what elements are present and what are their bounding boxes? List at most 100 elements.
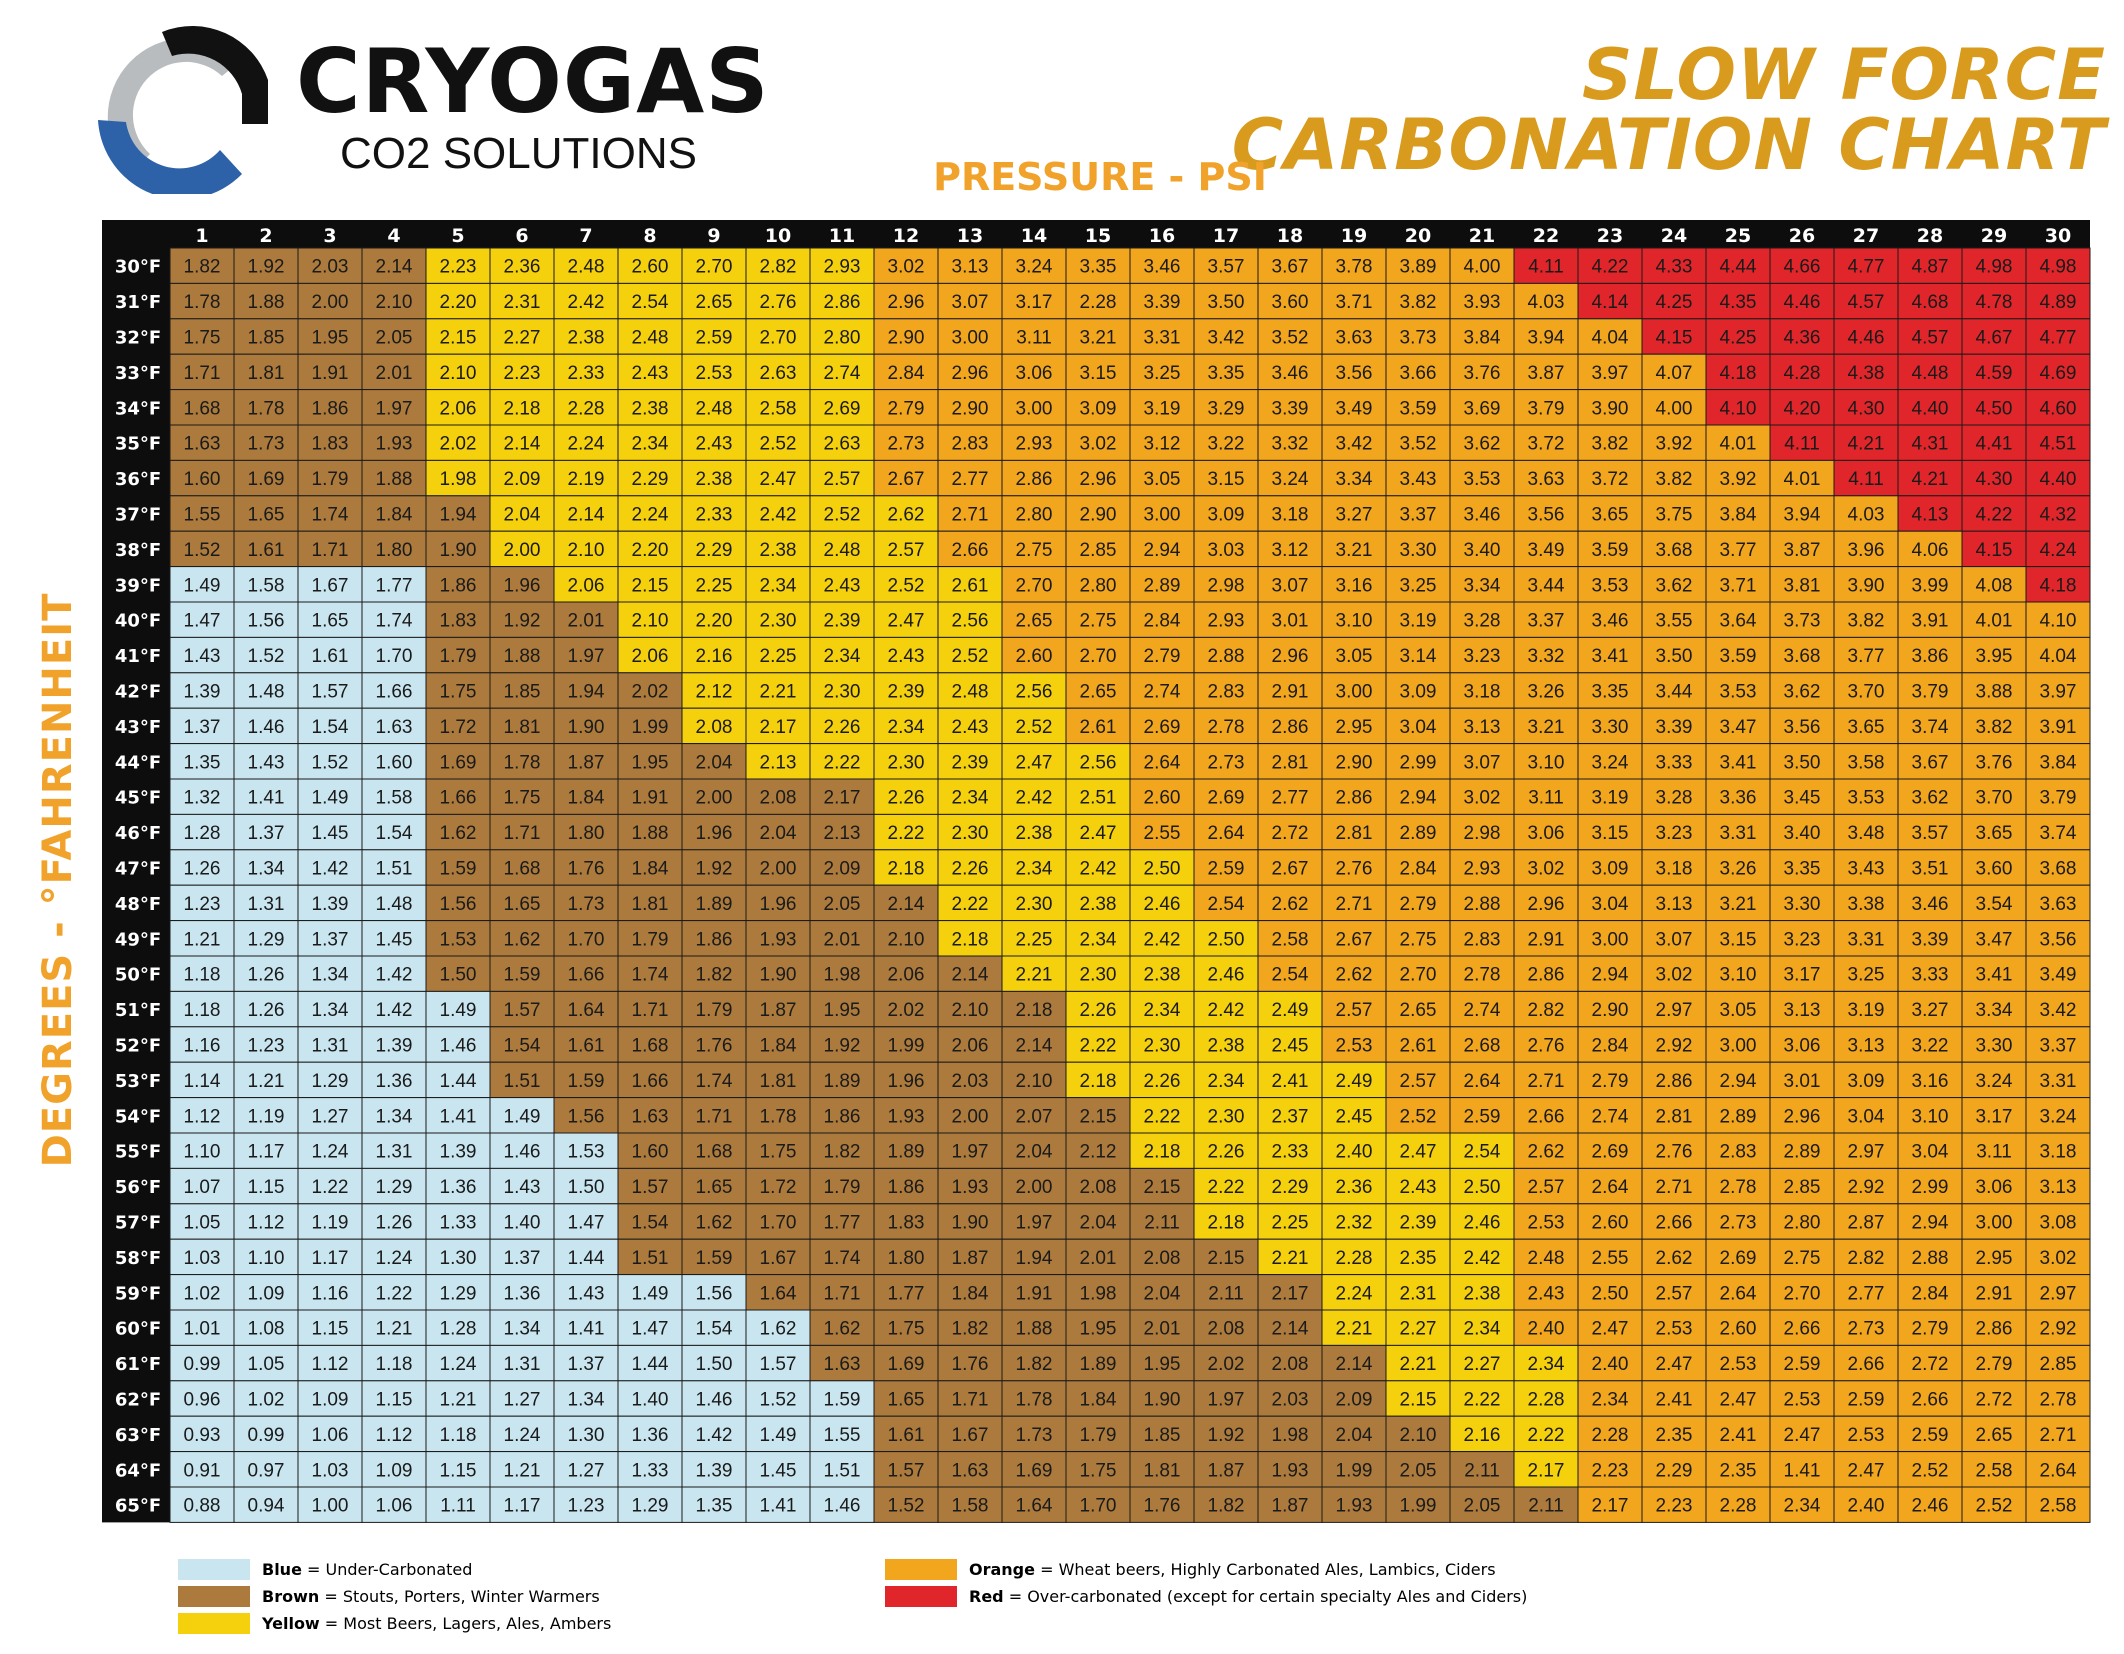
cell-value: 3.40 <box>1464 540 1501 561</box>
cell-value: 1.58 <box>376 788 413 809</box>
cell-value: 2.90 <box>1080 505 1117 526</box>
table-cell <box>361 247 427 284</box>
cell-value: 1.26 <box>248 1000 285 1021</box>
temp-label-34F: 34°F <box>115 398 161 419</box>
cell-value: 2.40 <box>1592 1354 1629 1375</box>
cell-value: 1.98 <box>824 965 861 986</box>
cell-value: 3.10 <box>1336 611 1373 632</box>
table-cell <box>745 566 811 603</box>
cell-value: 2.18 <box>888 859 925 880</box>
cell-value: 3.13 <box>1848 1036 1885 1057</box>
table-cell <box>1193 459 1259 497</box>
cell-value: 1.71 <box>312 540 349 561</box>
cell-value: 2.60 <box>632 257 669 278</box>
cell-value: 1.46 <box>824 1496 861 1517</box>
cell-value: 3.18 <box>1656 859 1693 880</box>
cell-value: 4.59 <box>1976 363 2013 384</box>
cell-value: 2.28 <box>1720 1496 1757 1517</box>
cell-value: 1.49 <box>632 1283 669 1304</box>
cell-value: 2.34 <box>824 646 861 667</box>
cell-value: 2.79 <box>1592 1071 1629 1092</box>
cell-value: 1.82 <box>952 1319 989 1340</box>
cell-value: 4.01 <box>1784 469 1821 490</box>
cell-value: 1.60 <box>184 469 221 490</box>
cell-value: 1.65 <box>696 1177 733 1198</box>
cell-value: 3.84 <box>2040 752 2077 773</box>
cell-value: 1.10 <box>184 1142 221 1163</box>
legend-desc-orange: = Wheat beers, Highly Carbonated Ales, L… <box>1034 1560 1496 1579</box>
cell-value: 1.70 <box>1080 1496 1117 1517</box>
cell-value: 1.52 <box>888 1496 925 1517</box>
cell-value: 3.84 <box>1720 505 1757 526</box>
cell-value: 2.42 <box>1464 1248 1501 1269</box>
cell-value: 3.04 <box>1848 1106 1885 1127</box>
cell-value: 4.77 <box>2040 328 2077 349</box>
table-cell <box>745 389 811 426</box>
cell-value: 2.04 <box>1080 1213 1117 1234</box>
table-cell <box>169 495 235 532</box>
cell-value: 2.05 <box>824 894 861 915</box>
cell-value: 2.43 <box>888 646 925 667</box>
cell-value: 2.39 <box>1400 1213 1437 1234</box>
cell-value: 2.70 <box>1400 965 1437 986</box>
table-cell <box>1193 530 1259 568</box>
cell-value: 1.69 <box>1016 1460 1053 1481</box>
cell-value: 3.72 <box>1592 469 1629 490</box>
table-cell <box>1641 389 1707 426</box>
cell-value: 1.78 <box>248 398 285 419</box>
cell-value: 2.38 <box>1208 1036 1245 1057</box>
cell-value: 1.34 <box>248 859 285 880</box>
cell-value: 3.02 <box>1080 434 1117 455</box>
logo-black-arc <box>162 26 268 125</box>
cell-value: 3.77 <box>1720 540 1757 561</box>
table-cell <box>1449 636 1515 674</box>
psi-header-29: 29 <box>1981 225 2007 247</box>
table-cell <box>681 424 747 461</box>
cell-value: 2.86 <box>1272 717 1309 738</box>
cell-value: 1.24 <box>376 1248 413 1269</box>
cell-value: 1.15 <box>376 1390 413 1411</box>
cell-value: 2.62 <box>1272 894 1309 915</box>
cell-value: 4.48 <box>1912 363 1949 384</box>
cell-value: 2.13 <box>760 752 797 773</box>
table-cell <box>1513 318 1579 355</box>
cell-value: 1.44 <box>440 1071 477 1092</box>
legend-key-yellow: Yellow <box>262 1614 320 1633</box>
table-cell <box>1769 389 1835 426</box>
table-cell <box>873 601 939 638</box>
cell-value: 3.15 <box>1592 823 1629 844</box>
table-cell <box>617 530 683 568</box>
cell-value: 1.64 <box>760 1283 797 1304</box>
cell-value: 2.04 <box>1144 1283 1181 1304</box>
cell-value: 1.68 <box>184 398 221 419</box>
cell-value: 2.83 <box>1208 682 1245 703</box>
cell-value: 2.89 <box>1144 575 1181 596</box>
cell-value: 3.13 <box>1784 1000 1821 1021</box>
table-cell <box>1641 566 1707 603</box>
cell-value: 2.81 <box>1656 1106 1693 1127</box>
cell-value: 1.57 <box>504 1000 541 1021</box>
table-cell <box>1897 318 1963 355</box>
cell-value: 2.03 <box>312 257 349 278</box>
table-cell <box>745 282 811 320</box>
table-cell <box>1321 495 1387 532</box>
table-cell <box>1705 389 1771 426</box>
cell-value: 2.53 <box>1784 1390 1821 1411</box>
cell-value: 2.95 <box>1976 1248 2013 1269</box>
cell-value: 2.09 <box>1336 1390 1373 1411</box>
table-cell <box>2025 424 2091 461</box>
cell-value: 1.34 <box>568 1390 605 1411</box>
table-cell <box>1257 495 1323 532</box>
cell-value: 3.19 <box>1592 788 1629 809</box>
cell-value: 2.38 <box>632 398 669 419</box>
cell-value: 3.37 <box>2040 1036 2077 1057</box>
cell-value: 2.86 <box>824 292 861 313</box>
cell-value: 3.30 <box>1784 894 1821 915</box>
cell-value: 2.10 <box>1400 1425 1437 1446</box>
cell-value: 1.54 <box>632 1213 669 1234</box>
table-cell <box>617 636 683 674</box>
table-cell <box>1897 389 1963 426</box>
cell-value: 4.66 <box>1784 257 1821 278</box>
cell-value: 4.15 <box>1656 328 1693 349</box>
table-cell <box>1193 424 1259 461</box>
